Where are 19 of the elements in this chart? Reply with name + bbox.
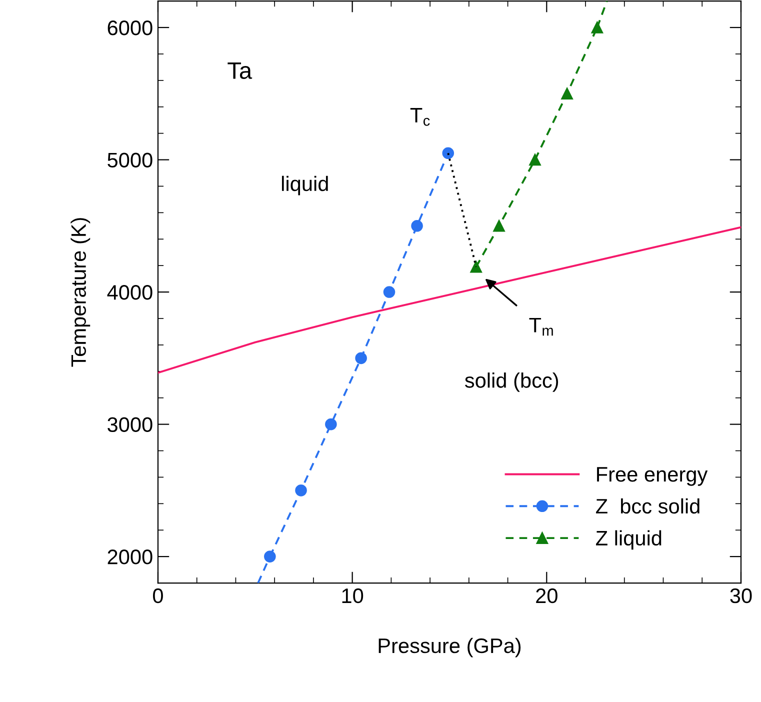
legend-label: Z bcc solid xyxy=(596,498,700,514)
legend-label: Z liquid xyxy=(596,530,662,550)
y-tick-label: 2000 xyxy=(108,550,152,564)
annotation: solid (bcc) xyxy=(464,372,558,392)
y-tick-label: 3000 xyxy=(108,417,152,432)
x-axis-title: Pressure (GPa) xyxy=(378,638,521,658)
annotation: T$_{m}$ xyxy=(529,318,553,336)
legend-label: Free energy xyxy=(597,467,708,486)
y-axis-title: Temperature (K) xyxy=(70,218,90,367)
annotation: liquid xyxy=(282,176,328,196)
y-tick-label: 4000 xyxy=(107,285,152,300)
x-tick-label: 20 xyxy=(536,588,558,604)
y-tick-label: 6000 xyxy=(108,20,152,36)
y-tick-label: 5000 xyxy=(108,152,152,168)
annotation: T$_{c}$ xyxy=(410,108,430,126)
x-tick-label: 10 xyxy=(342,588,364,604)
annotation: Ta xyxy=(228,62,252,79)
x-tick-label: 30 xyxy=(730,588,752,604)
x-tick-label: 0 xyxy=(153,588,163,604)
